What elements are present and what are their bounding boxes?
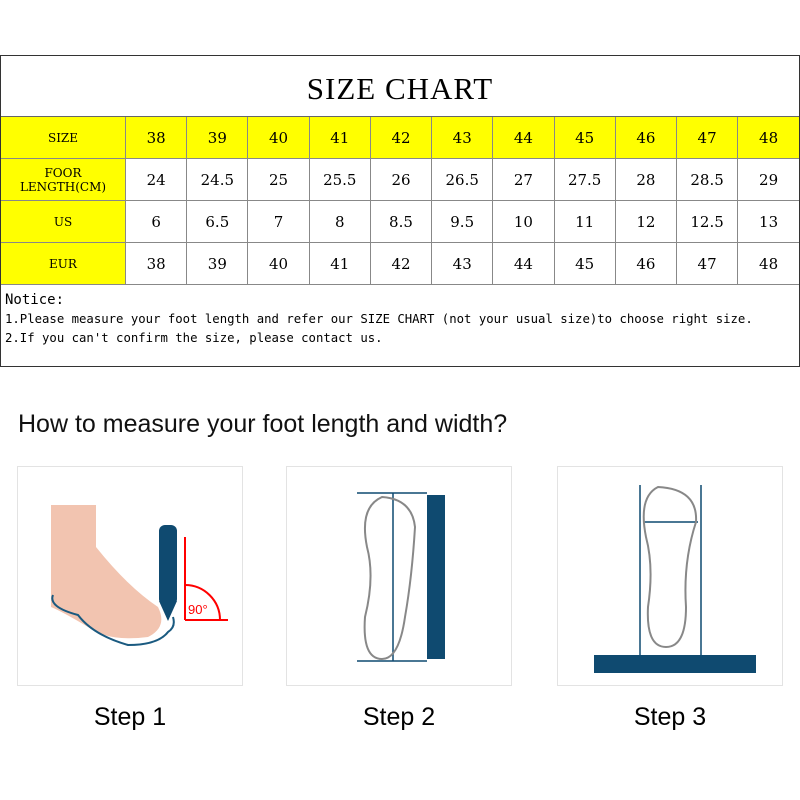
foot-icon: [51, 505, 162, 639]
notice-line: 2.If you can't confirm the size, please …: [5, 331, 383, 345]
table-cell: 39: [186, 117, 249, 159]
table-cell: 42: [369, 242, 433, 285]
size-table: SIZE 38 39 40 41 42 43 44 45 46 47 48 FOOR LENGTH(CM…: [1, 117, 799, 285]
table-cell: 28.5: [675, 158, 739, 201]
table-row: SIZE 38 39 40 41 42 43 44 45 46 47 48: [1, 117, 799, 159]
notice: Notice: 1.Please measure your foot lengt…: [1, 285, 799, 354]
size-chart: SIZE CHART SIZE 38 39 40 41 42 43 44 45 46 47 48 FOO…: [0, 55, 800, 367]
step3-illustration: [557, 466, 783, 686]
table-cell: 26: [369, 158, 433, 201]
table-cell: 43: [431, 242, 494, 285]
table-cell: 24: [124, 158, 188, 201]
table-cell: 41: [308, 117, 371, 159]
footprint-icon: [642, 485, 698, 649]
table-cell: 48: [737, 242, 799, 285]
table-cell: 48: [737, 117, 799, 159]
table-cell: 28: [614, 158, 677, 201]
table-cell: 13: [737, 200, 799, 243]
table-cell: 39: [186, 242, 249, 285]
table-row: EUR 38 39 40 41 42 43 44 45 46 47 48: [1, 242, 799, 285]
table-cell: 45: [553, 117, 616, 159]
table-cell: 44: [492, 242, 555, 285]
table-cell: 12.5: [675, 200, 739, 243]
notice-title: Notice:: [5, 292, 65, 308]
row-header: US: [1, 200, 126, 243]
table-cell: 6.5: [186, 200, 249, 243]
table-cell: 43: [431, 117, 494, 159]
footprint-icon: [363, 495, 417, 661]
table-cell: 41: [308, 242, 371, 285]
row-header: SIZE: [1, 117, 126, 159]
table-cell: 38: [124, 117, 188, 159]
chart-title: SIZE CHART: [1, 56, 799, 117]
step2-illustration: [286, 466, 512, 686]
table-cell: 25: [247, 158, 310, 201]
table-cell: 38: [124, 242, 188, 285]
row-header: FOOR LENGTH(CM): [1, 158, 126, 201]
table-cell: 47: [675, 242, 739, 285]
table-cell: 6: [124, 200, 188, 243]
step3-label: Step 3: [633, 703, 707, 731]
angle-label: 90°: [188, 602, 208, 617]
table-cell: 8: [308, 200, 371, 243]
row-header: EUR: [1, 242, 126, 285]
table-cell: 29: [737, 158, 799, 201]
table-cell: 12: [614, 200, 677, 243]
table-cell: 27: [492, 158, 555, 201]
notice-line: 1.Please measure your foot length and re…: [5, 312, 753, 326]
pen-icon: [159, 525, 177, 621]
table-cell: 47: [675, 117, 739, 159]
outline-icon: [51, 594, 175, 647]
table-row: US 6 6.5 7 8 8.5 9.5 10 11 12 12.5 13: [1, 200, 799, 243]
table-cell: 8.5: [369, 200, 433, 243]
table-cell: 7: [247, 200, 310, 243]
step2-label: Step 2: [362, 703, 436, 731]
table-cell: 40: [247, 242, 310, 285]
table-cell: 40: [247, 117, 310, 159]
table-cell: 46: [614, 117, 677, 159]
table-cell: 46: [614, 242, 677, 285]
table-cell: 9.5: [431, 200, 494, 243]
ruler-icon: [427, 495, 445, 659]
table-cell: 27.5: [553, 158, 616, 201]
table-row: FOOR LENGTH(CM) 24 24.5 25 25.5 26 26.5 27 27.5 2…: [1, 158, 799, 201]
step1-illustration: 90°: [17, 466, 243, 686]
step1-label: Step 1: [93, 703, 167, 731]
table-cell: 24.5: [186, 158, 249, 201]
ruler-icon: [594, 655, 756, 673]
right-angle-icon: [184, 537, 228, 621]
table-cell: 44: [492, 117, 555, 159]
table-cell: 11: [553, 200, 616, 243]
table-cell: 10: [492, 200, 555, 243]
table-cell: 26.5: [431, 158, 494, 201]
measure-heading: How to measure your foot length and widt…: [18, 410, 508, 438]
table-cell: 42: [369, 117, 433, 159]
table-cell: 45: [553, 242, 616, 285]
table-cell: 25.5: [308, 158, 371, 201]
